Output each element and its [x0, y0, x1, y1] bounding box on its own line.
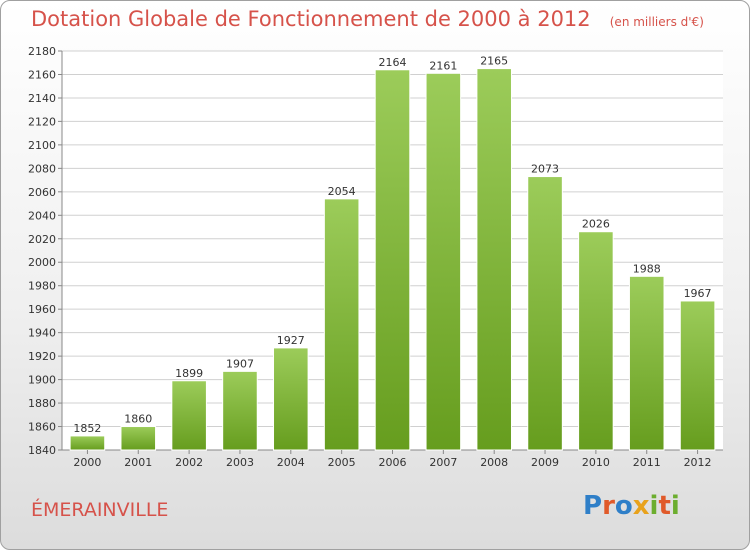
- data-label: 1988: [633, 262, 661, 275]
- proxiti-logo: Proxiti: [583, 491, 680, 521]
- data-label: 1927: [277, 334, 305, 347]
- bar: [679, 300, 716, 451]
- y-tick-label: 2120: [28, 115, 56, 128]
- bar: [222, 370, 258, 451]
- data-label: 2026: [582, 218, 610, 231]
- y-tick-label: 2040: [28, 209, 56, 222]
- x-tick-label: 2001: [124, 456, 152, 469]
- bar: [273, 347, 309, 451]
- x-tick-label: 2000: [73, 456, 101, 469]
- y-tick-label: 1900: [28, 374, 56, 387]
- data-label: 2073: [531, 163, 559, 176]
- data-label: 2165: [480, 55, 508, 68]
- commune-name: ÉMERAINVILLE: [31, 499, 169, 521]
- data-label: 1967: [684, 287, 712, 300]
- bar: [425, 72, 462, 451]
- x-tick-label: 2004: [277, 456, 305, 469]
- data-label: 1907: [226, 357, 254, 370]
- data-label: 1860: [124, 413, 152, 426]
- x-tick-label: 2012: [684, 456, 712, 469]
- y-tick-label: 2140: [28, 92, 56, 105]
- bar: [323, 198, 360, 451]
- chart-subtitle: (en milliers d'€): [609, 15, 704, 29]
- y-tick-label: 1860: [28, 421, 56, 434]
- bar: [628, 275, 665, 451]
- x-tick-label: 2010: [582, 456, 610, 469]
- y-tick-label: 1960: [28, 303, 56, 316]
- y-tick-label: 2100: [28, 139, 56, 152]
- x-tick-label: 2008: [480, 456, 508, 469]
- x-tick-label: 2009: [531, 456, 559, 469]
- bar: [171, 380, 207, 451]
- x-tick-label: 2011: [633, 456, 661, 469]
- y-tick-label: 1920: [28, 350, 56, 363]
- bar: [69, 435, 106, 451]
- data-label: 1852: [73, 422, 101, 435]
- data-label: 2161: [429, 59, 457, 72]
- y-tick-label: 2080: [28, 162, 56, 175]
- bar: [120, 426, 157, 451]
- data-label: 1899: [175, 367, 203, 380]
- bar: [476, 68, 512, 451]
- data-label: 2164: [379, 56, 407, 69]
- data-label: 2054: [328, 185, 356, 198]
- y-tick-label: 1880: [28, 397, 56, 410]
- bar: [527, 176, 563, 451]
- x-tick-label: 2002: [175, 456, 203, 469]
- y-tick-label: 1840: [28, 444, 56, 457]
- y-tick-label: 2180: [28, 45, 56, 58]
- x-tick-label: 2006: [379, 456, 407, 469]
- y-tick-label: 2000: [28, 256, 56, 269]
- y-tick-label: 2020: [28, 233, 56, 246]
- y-tick-label: 1980: [28, 280, 56, 293]
- y-tick-label: 2060: [28, 186, 56, 199]
- bar: [578, 231, 614, 451]
- x-tick-label: 2003: [226, 456, 254, 469]
- chart-title: Dotation Globale de Fonctionnement de 20…: [31, 7, 591, 31]
- x-tick-label: 2005: [328, 456, 356, 469]
- y-tick-label: 2160: [28, 68, 56, 81]
- x-tick-label: 2007: [429, 456, 457, 469]
- bar: [374, 69, 411, 451]
- y-tick-label: 1940: [28, 327, 56, 340]
- title-row: Dotation Globale de Fonctionnement de 20…: [31, 7, 704, 31]
